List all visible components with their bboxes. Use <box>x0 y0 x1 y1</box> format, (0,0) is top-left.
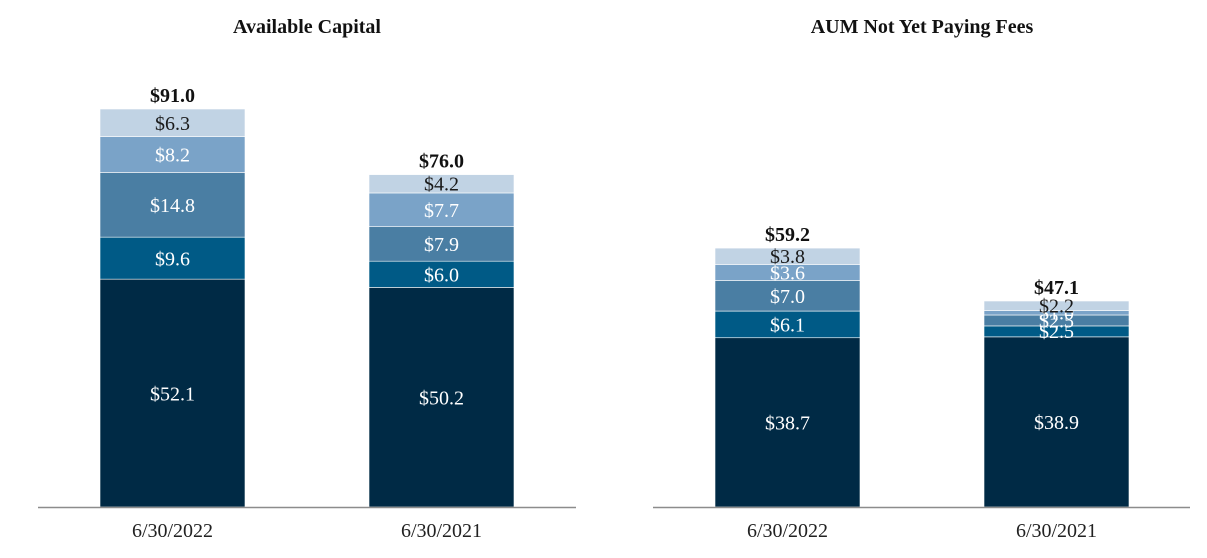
data-label: $8.2 <box>155 145 190 167</box>
stacked-bar: $52.1 $9.6 $14.8 $8.2 $6.3 $91.0 <box>99 85 246 508</box>
data-label: $2.5 <box>1039 310 1074 332</box>
data-label: $9.6 <box>155 248 190 270</box>
data-label: $52.1 <box>150 383 195 405</box>
data-label: $3.8 <box>770 246 805 268</box>
bar-segment <box>368 192 515 227</box>
x-tick-label: 6/30/2022 <box>132 520 213 542</box>
bar-segment <box>368 174 515 194</box>
x-tick-label: 6/30/2021 <box>401 520 482 542</box>
bar-total-label: $76.0 <box>419 151 464 173</box>
bar-segment <box>714 280 861 312</box>
bar-total-label: $59.2 <box>765 224 810 246</box>
data-label: $14.8 <box>150 195 195 217</box>
chart-panel-1: Available Capital$52.1$9.6$14.8$8.2$6.3$… <box>38 16 576 542</box>
bar-segment <box>983 300 1130 311</box>
bar-segment <box>99 136 246 173</box>
data-label: $6.3 <box>155 113 190 135</box>
bar-segment <box>368 287 515 508</box>
data-label: $7.7 <box>424 200 459 222</box>
data-label: $4.2 <box>424 174 459 196</box>
data-label: $50.2 <box>419 387 464 409</box>
bar-segment <box>99 278 246 508</box>
bar-segment <box>714 310 861 339</box>
data-label: $3.6 <box>770 262 805 284</box>
data-label: $38.9 <box>1034 412 1079 434</box>
bar-segment <box>714 247 861 266</box>
bar-segment <box>368 226 515 262</box>
chart-panel-2: AUM Not Yet Paying Fees $38.7 $6.1 $7.0$3.6… <box>653 16 1190 542</box>
bar-total-label: $47.1 <box>1034 277 1079 299</box>
bar-total-label: $91.0 <box>150 85 195 107</box>
chart-title: Available Capital <box>233 16 381 38</box>
x-tick-label: 6/30/2021 <box>1016 520 1097 542</box>
bar-segment <box>99 108 246 137</box>
stacked-bar: $50.2 $6.0 $7.9 $7.7 $4.2$76.0 <box>368 151 515 508</box>
data-label: $2.5 <box>1039 321 1074 343</box>
chart-title: AUM Not Yet Paying Fees <box>811 16 1034 38</box>
data-label: $7.9 <box>424 234 459 256</box>
bar-segment <box>983 336 1130 508</box>
data-label: $6.1 <box>770 315 805 337</box>
bar-segment <box>99 236 246 280</box>
x-tick-label: 6/30/2022 <box>747 520 828 542</box>
data-label: $6.0 <box>424 265 459 287</box>
stacked-bar: $38.9$2.5$2.5$1.0$2.2$47.1 <box>983 277 1130 508</box>
stacked-bar: $38.7 $6.1 $7.0$3.6$3.8$59.2 <box>714 224 861 508</box>
data-label: $7.0 <box>770 286 805 308</box>
bar-segment <box>368 260 515 288</box>
data-label: $2.2 <box>1039 296 1074 318</box>
data-label: $38.7 <box>765 413 810 435</box>
